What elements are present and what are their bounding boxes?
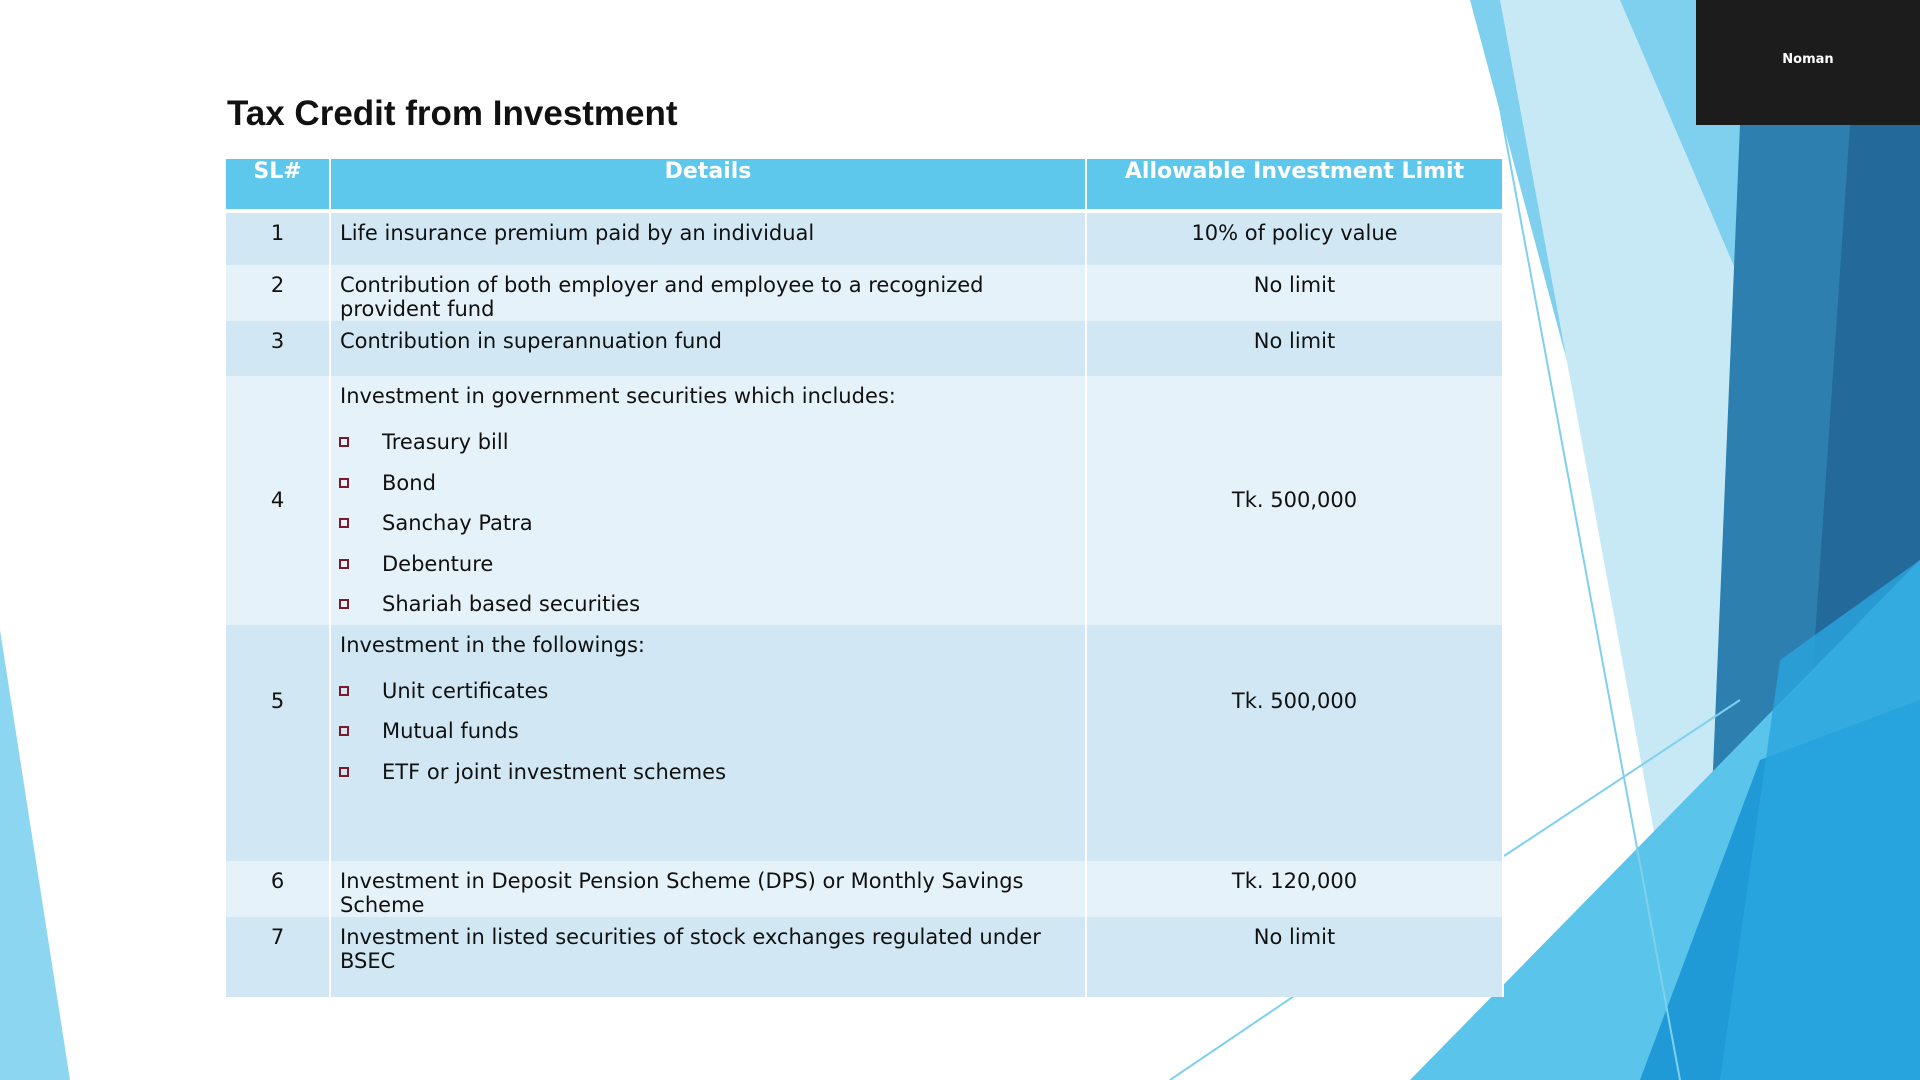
- cell-limit: No limit: [1085, 321, 1504, 376]
- header-limit: Allowable Investment Limit: [1085, 159, 1504, 213]
- header-sl: SL#: [224, 159, 331, 213]
- square-bullet-icon: [339, 518, 349, 529]
- list-item: Mutual funds: [339, 711, 1085, 752]
- cell-details: Investment in government securities whic…: [329, 376, 1087, 625]
- square-bullet-icon: [339, 437, 349, 448]
- cell-details: Investment in the followings: Unit certi…: [329, 624, 1087, 861]
- cell-limit: No limit: [1085, 265, 1504, 321]
- header-details: Details: [329, 159, 1087, 213]
- table-row: 7 Investment in listed securities of sto…: [224, 916, 1504, 997]
- square-bullet-icon: [339, 726, 349, 737]
- participant-video-tile[interactable]: Noman: [1696, 0, 1920, 125]
- item-text: Unit certificates: [382, 678, 549, 703]
- table-row: 6 Investment in Deposit Pension Scheme (…: [224, 860, 1504, 917]
- details-heading: Investment in the followings:: [340, 632, 646, 657]
- table-row: 1 Life insurance premium paid by an indi…: [224, 211, 1504, 265]
- list-item: Debenture: [339, 544, 1085, 585]
- cell-details: Investment in Deposit Pension Scheme (DP…: [329, 860, 1087, 917]
- tax-credit-table: SL# Details Allowable Investment Limit 1…: [224, 159, 1504, 997]
- cell-sl: 5: [224, 624, 331, 861]
- item-text: ETF or joint investment schemes: [382, 759, 727, 784]
- square-bullet-icon: [339, 685, 349, 696]
- item-text: Bond: [382, 470, 436, 495]
- list-item: Sanchay Patra: [339, 503, 1085, 544]
- cell-details: Contribution in superannuation fund: [329, 321, 1087, 376]
- cell-limit: Tk. 500,000: [1085, 624, 1504, 861]
- list-item: Treasury bill: [339, 422, 1085, 463]
- participant-name: Noman: [1782, 52, 1834, 67]
- list-item: Unit certificates: [339, 671, 1085, 712]
- cell-details: Contribution of both employer and employ…: [329, 265, 1087, 321]
- item-text: Mutual funds: [382, 719, 519, 744]
- cell-sl: 1: [224, 211, 331, 265]
- square-bullet-icon: [339, 477, 349, 488]
- list-item: ETF or joint investment schemes: [339, 752, 1085, 793]
- cell-sl: 7: [224, 916, 331, 997]
- item-text: Sanchay Patra: [382, 511, 533, 536]
- square-bullet-icon: [339, 558, 349, 569]
- list-item: Shariah based securities: [339, 584, 1085, 625]
- cell-limit: No limit: [1085, 916, 1504, 997]
- slide-title: Tax Credit from Investment: [227, 94, 678, 133]
- cell-limit: 10% of policy value: [1085, 211, 1504, 265]
- table-row: 3 Contribution in superannuation fund No…: [224, 321, 1504, 376]
- details-heading: Investment in government securities whic…: [340, 384, 896, 408]
- square-bullet-icon: [339, 599, 349, 610]
- cell-sl: 6: [224, 860, 331, 917]
- cell-details: Investment in listed securities of stock…: [329, 916, 1087, 997]
- table-row: 4 Investment in government securities wh…: [224, 376, 1504, 625]
- table-header-row: SL# Details Allowable Investment Limit: [224, 159, 1504, 213]
- cell-sl: 4: [224, 376, 331, 625]
- item-text: Debenture: [382, 551, 494, 576]
- table-row: 5 Investment in the followings: Unit cer…: [224, 624, 1504, 861]
- item-text: Shariah based securities: [382, 592, 641, 617]
- cell-limit: Tk. 500,000: [1085, 376, 1504, 625]
- square-bullet-icon: [339, 766, 349, 777]
- cell-sl: 3: [224, 321, 331, 376]
- list-item: Bond: [339, 463, 1085, 504]
- item-text: Treasury bill: [382, 430, 509, 455]
- table-row: 2 Contribution of both employer and empl…: [224, 265, 1504, 321]
- cell-sl: 2: [224, 265, 331, 321]
- cell-details: Life insurance premium paid by an indivi…: [329, 211, 1087, 265]
- cell-limit: Tk. 120,000: [1085, 860, 1504, 917]
